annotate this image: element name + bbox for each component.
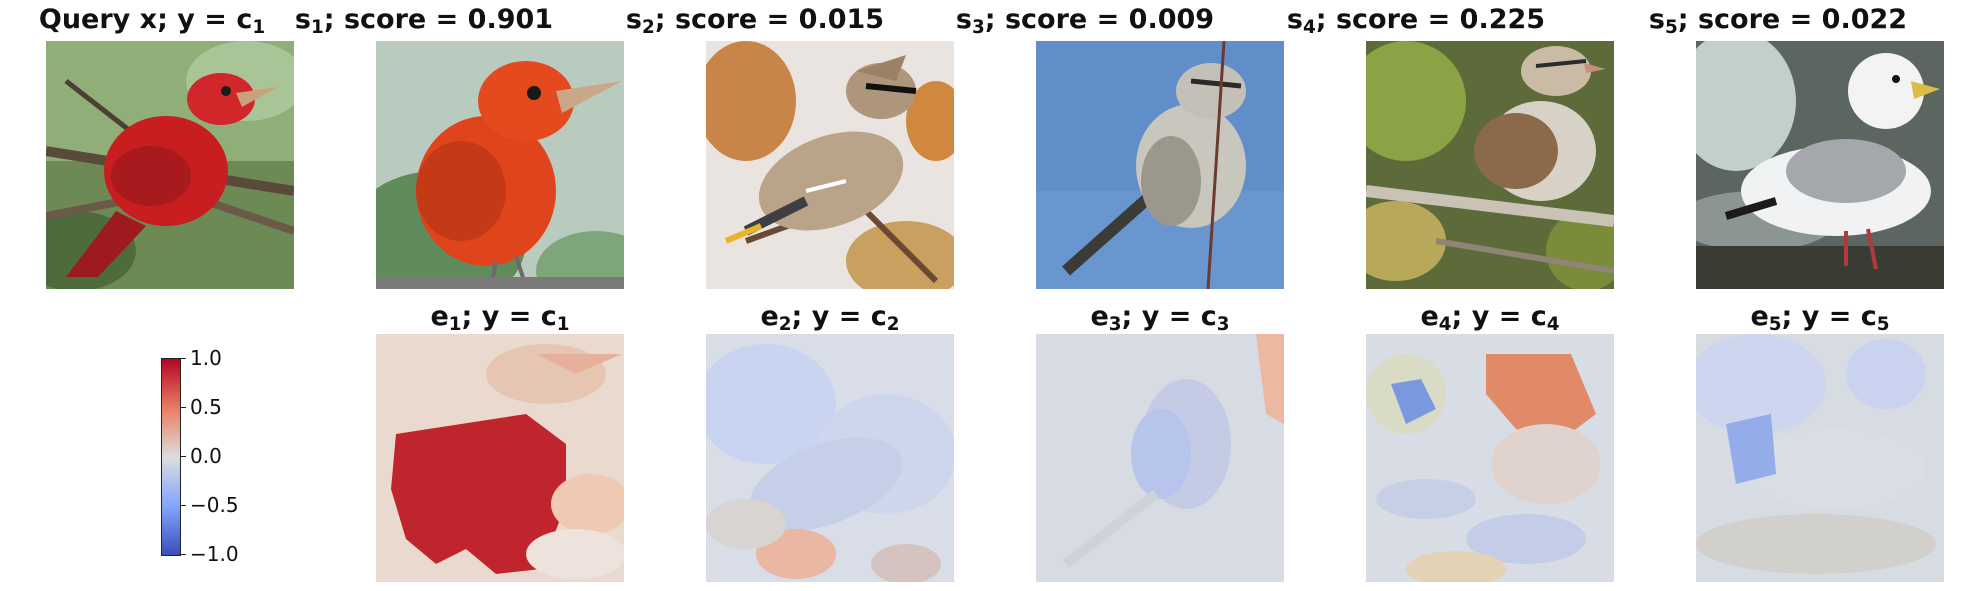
sample-title-2: s2; score = 0.015: [585, 4, 925, 44]
colorbar-tick-4: [180, 505, 186, 506]
query-title-subscript: 1: [252, 17, 266, 39]
explanation-title-2-letter: e: [760, 301, 779, 332]
explanation-title-3-mid: ; y = c: [1121, 301, 1217, 332]
gull-illustration: [1696, 41, 1944, 289]
sample-title-4-letter: s: [1286, 4, 1303, 35]
explanation-heatmap-3: [1036, 334, 1284, 582]
sample-title-3: s3; score = 0.009: [915, 4, 1255, 44]
sample-image-2: [706, 41, 954, 289]
sample-title-1: s1; score = 0.901: [254, 4, 594, 44]
colorbar-tick-5: [180, 554, 186, 555]
explanation-heatmap-3-image: [1036, 334, 1284, 582]
colorbar-tick-3: [180, 456, 186, 457]
explanation-title-5: e5; y = c5: [1650, 301, 1963, 341]
colorbar: [161, 358, 181, 556]
sample-title-2-letter: s: [625, 4, 642, 35]
sample-title-4-subscript: 4: [1303, 17, 1316, 39]
grey-bird-illustration: [1036, 41, 1284, 289]
explanation-title-5-subscript: 5: [1768, 314, 1782, 336]
sample-image-5: [1696, 41, 1944, 289]
explanation-title-4-mid: ; y = c: [1451, 301, 1547, 332]
explanation-title-2: e2; y = c2: [660, 301, 1000, 341]
explanation-title-1-letter: e: [430, 301, 449, 332]
explanation-title-5-mid: ; y = c: [1781, 301, 1877, 332]
explanation-title-1-subscript: 1: [448, 314, 462, 336]
sample-title-5-score: ; score = 0.022: [1677, 4, 1908, 35]
sample-title-2-subscript: 2: [642, 17, 655, 39]
sample-title-5-letter: s: [1648, 4, 1665, 35]
explanation-title-5-class-subscript: 5: [1876, 314, 1890, 336]
sample-image-4: [1366, 41, 1614, 289]
explanation-title-3-letter: e: [1090, 301, 1109, 332]
colorbar-label-2: 0.5: [190, 395, 222, 419]
sample-title-5: s5; score = 0.022: [1608, 4, 1948, 44]
red-bird-illustration: [376, 41, 624, 289]
sample-title-1-letter: s: [294, 4, 311, 35]
explanation-title-3-class-subscript: 3: [1216, 314, 1230, 336]
colorbar-label-3: 0.0: [190, 444, 222, 468]
query-bird-illustration: [46, 41, 294, 289]
sample-title-2-score: ; score = 0.015: [654, 4, 885, 35]
colorbar-tick-2: [180, 407, 186, 408]
explanation-title-2-subscript: 2: [778, 314, 792, 336]
explanation-title-3: e3; y = c3: [990, 301, 1330, 341]
sample-title-5-subscript: 5: [1665, 17, 1678, 39]
sample-title-4-score: ; score = 0.225: [1315, 4, 1546, 35]
sample-image-1: [376, 41, 624, 289]
sample-title-3-subscript: 3: [972, 17, 985, 39]
explanation-heatmap-2: [706, 334, 954, 582]
waxwing-illustration: [706, 41, 954, 289]
explanation-title-4: e4; y = c4: [1320, 301, 1660, 341]
explanation-title-5-letter: e: [1750, 301, 1769, 332]
sample-image-3: [1036, 41, 1284, 289]
query-title-text: Query x; y = c: [38, 4, 253, 35]
explanation-heatmap-4: [1366, 334, 1614, 582]
explanation-title-4-letter: e: [1420, 301, 1439, 332]
explanation-title-2-mid: ; y = c: [791, 301, 887, 332]
sample-title-3-score: ; score = 0.009: [984, 4, 1215, 35]
query-image: [46, 41, 294, 289]
sample-title-4: s4; score = 0.225: [1246, 4, 1586, 44]
sample-title-3-letter: s: [955, 4, 972, 35]
explanation-heatmap-1-image: [376, 334, 624, 582]
sample-title-1-subscript: 1: [311, 17, 324, 39]
query-title: Query x; y = c1: [0, 4, 322, 44]
explanation-title-3-subscript: 3: [1108, 314, 1122, 336]
explanation-heatmap-5-image: [1696, 334, 1944, 582]
explanation-heatmap-4-image: [1366, 334, 1614, 582]
explanation-title-1-mid: ; y = c: [461, 301, 557, 332]
explanation-heatmap-2-image: [706, 334, 954, 582]
colorbar-label-4: −0.5: [190, 493, 239, 517]
explanation-title-1: e1; y = c1: [330, 301, 670, 341]
colorbar-tick-1: [180, 358, 186, 359]
explanation-title-2-class-subscript: 2: [886, 314, 900, 336]
sparrow-illustration: [1366, 41, 1614, 289]
explanation-title-4-class-subscript: 4: [1546, 314, 1560, 336]
explanation-heatmap-5: [1696, 334, 1944, 582]
explanation-title-4-subscript: 4: [1438, 314, 1452, 336]
sample-title-1-score: ; score = 0.901: [323, 4, 554, 35]
explanation-heatmap-1: [376, 334, 624, 582]
explanation-title-1-class-subscript: 1: [556, 314, 570, 336]
colorbar-label-5: −1.0: [190, 542, 239, 566]
colorbar-label-1: 1.0: [190, 346, 222, 370]
